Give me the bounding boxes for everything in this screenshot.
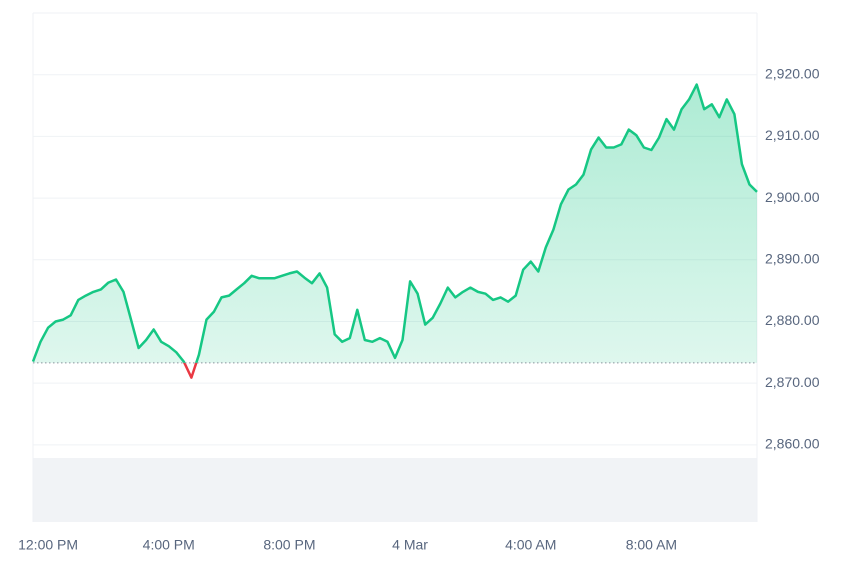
x-tick-label: 4:00 PM xyxy=(143,537,195,553)
x-tick-label: 8:00 AM xyxy=(626,537,677,553)
y-tick-label: 2,900.00 xyxy=(765,189,820,205)
y-tick-label: 2,920.00 xyxy=(765,65,820,81)
price-line xyxy=(31,83,758,363)
volume-band xyxy=(33,458,757,522)
y-tick-label: 2,880.00 xyxy=(765,312,820,328)
x-tick-label: 4:00 AM xyxy=(505,537,556,553)
y-tick-label: 2,860.00 xyxy=(765,436,820,452)
price-area xyxy=(33,84,757,363)
y-tick-label: 2,910.00 xyxy=(765,127,820,143)
x-tick-label: 12:00 PM xyxy=(18,537,78,553)
y-tick-label: 2,890.00 xyxy=(765,250,820,266)
y-tick-label: 2,870.00 xyxy=(765,374,820,390)
x-tick-label: 8:00 PM xyxy=(263,537,315,553)
x-tick-label: 4 Mar xyxy=(392,537,428,553)
